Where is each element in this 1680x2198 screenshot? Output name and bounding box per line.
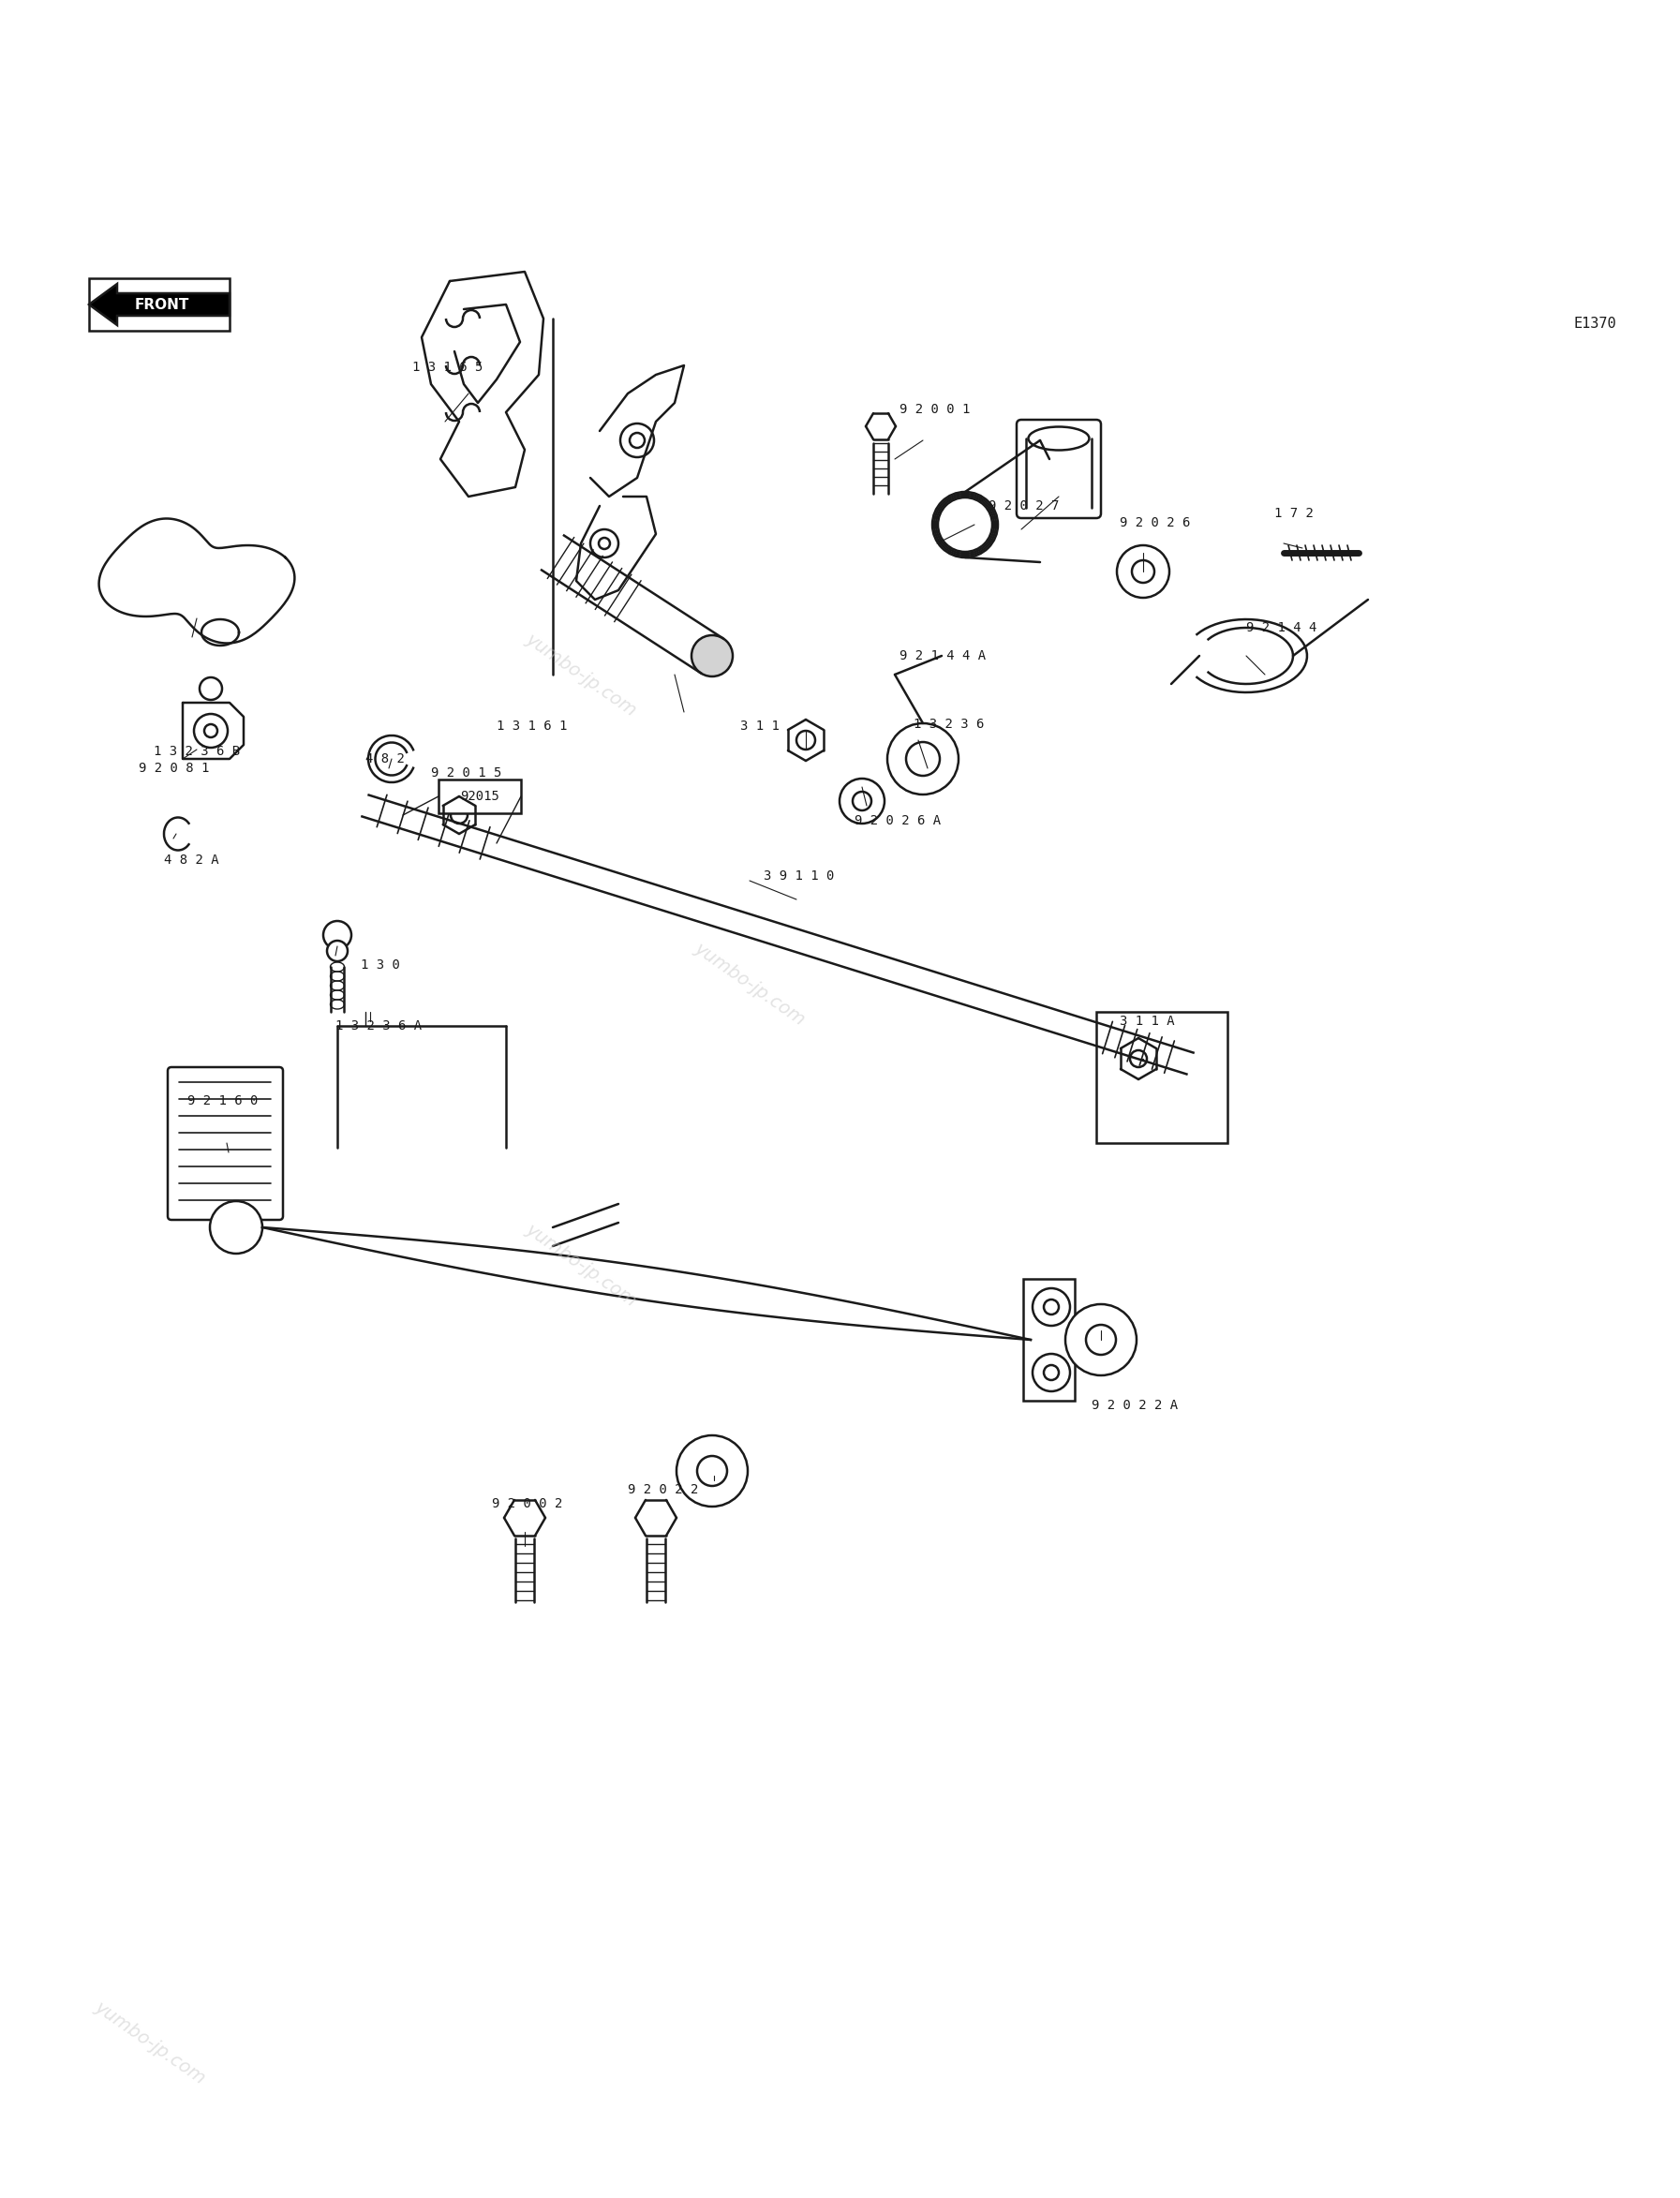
Circle shape (1085, 1325, 1116, 1354)
Circle shape (1033, 1288, 1070, 1325)
Text: yumbo-jp.com: yumbo-jp.com (690, 939, 808, 1029)
FancyBboxPatch shape (168, 1068, 282, 1220)
Text: 9 2 0 2 2: 9 2 0 2 2 (628, 1484, 699, 1497)
Circle shape (1043, 1365, 1058, 1380)
Bar (1023, 1279, 1075, 1400)
Circle shape (692, 635, 732, 677)
Text: 3 1 1 A: 3 1 1 A (1119, 1015, 1174, 1029)
Circle shape (840, 778, 884, 824)
Circle shape (205, 723, 217, 736)
Polygon shape (89, 284, 230, 325)
Text: 9 2 1 4 4: 9 2 1 4 4 (1247, 622, 1317, 635)
Text: 9 2 0 0 1: 9 2 0 0 1 (899, 402, 969, 415)
Circle shape (210, 1200, 262, 1253)
Text: 9 2 1 6 0: 9 2 1 6 0 (188, 1095, 259, 1108)
Text: 1 7 2: 1 7 2 (1275, 508, 1314, 521)
Circle shape (677, 1435, 748, 1506)
Text: E1370: E1370 (1574, 317, 1616, 330)
Text: 9 2 1 4 4 A: 9 2 1 4 4 A (899, 648, 986, 662)
Circle shape (932, 492, 998, 558)
Text: 1 3 2 3 6: 1 3 2 3 6 (914, 719, 984, 730)
Text: yumbo-jp.com: yumbo-jp.com (91, 1998, 208, 2088)
Text: 9 2 0 0 2: 9 2 0 0 2 (492, 1497, 563, 1510)
Text: 4 8 2 A: 4 8 2 A (165, 853, 218, 866)
Circle shape (1132, 560, 1154, 582)
Circle shape (450, 807, 467, 824)
Text: 1 3 1 6 5: 1 3 1 6 5 (412, 360, 482, 374)
Circle shape (906, 743, 939, 776)
Circle shape (1117, 545, 1169, 598)
Text: 92015: 92015 (460, 789, 499, 802)
Text: 9 2 0 2 6 A: 9 2 0 2 6 A (855, 813, 941, 826)
Text: yumbo-jp.com: yumbo-jp.com (522, 1220, 640, 1310)
Circle shape (1043, 1299, 1058, 1314)
Text: yumbo-jp.com: yumbo-jp.com (522, 631, 640, 719)
FancyBboxPatch shape (1016, 420, 1100, 519)
Text: 9 2 0 2 2 A: 9 2 0 2 2 A (1092, 1398, 1178, 1411)
Text: 9 2 0 2 7: 9 2 0 2 7 (988, 499, 1058, 512)
Text: 1 3 0: 1 3 0 (361, 958, 400, 972)
Circle shape (323, 921, 351, 950)
Circle shape (328, 941, 348, 961)
Circle shape (620, 424, 654, 457)
Text: 3 1 1: 3 1 1 (741, 719, 780, 732)
Text: 3 9 1 1 0: 3 9 1 1 0 (764, 870, 835, 884)
Circle shape (193, 714, 228, 747)
Bar (1097, 1011, 1228, 1143)
Circle shape (697, 1455, 727, 1486)
Circle shape (796, 730, 815, 750)
Circle shape (887, 723, 959, 793)
Circle shape (1033, 1354, 1070, 1391)
Text: 1 3 2 3 6 A: 1 3 2 3 6 A (336, 1020, 422, 1033)
Bar (438, 780, 521, 813)
Circle shape (200, 677, 222, 699)
Circle shape (590, 530, 618, 558)
Circle shape (1065, 1303, 1137, 1376)
Polygon shape (89, 279, 230, 330)
Circle shape (598, 539, 610, 550)
Text: 4 8 2: 4 8 2 (366, 752, 405, 765)
Text: 1 3 2 3 6 B: 1 3 2 3 6 B (153, 745, 240, 758)
Circle shape (1131, 1051, 1147, 1068)
Circle shape (853, 791, 872, 811)
Text: 9 2 0 8 1: 9 2 0 8 1 (139, 763, 210, 776)
Text: FRONT: FRONT (134, 297, 190, 312)
Text: 9 2 0 2 6: 9 2 0 2 6 (1119, 517, 1191, 530)
Text: 1 3 1 6 1: 1 3 1 6 1 (497, 719, 568, 732)
Circle shape (630, 433, 645, 448)
Text: 9 2 0 1 5: 9 2 0 1 5 (432, 767, 502, 780)
